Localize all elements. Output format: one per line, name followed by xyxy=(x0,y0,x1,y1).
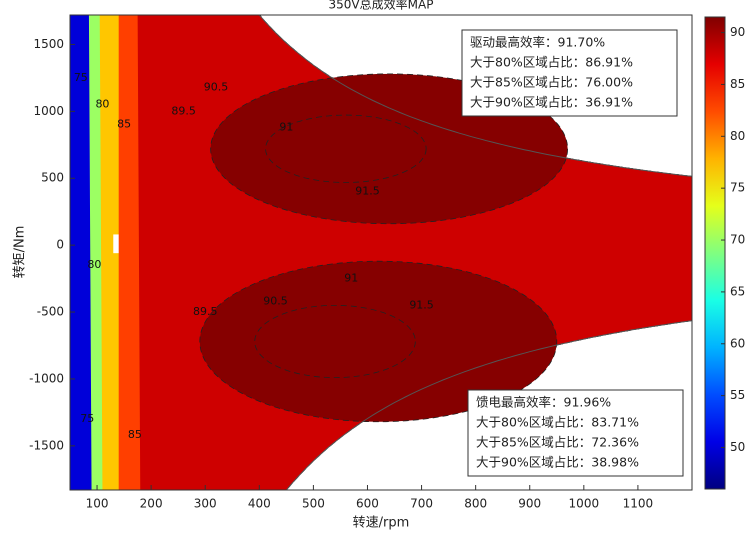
y-tick-label: 1500 xyxy=(33,37,64,51)
efficiency-zone xyxy=(199,261,557,422)
contour-label: 75 xyxy=(80,412,94,425)
envelope-line xyxy=(285,320,692,490)
contour-line xyxy=(265,114,427,183)
x-tick-label: 600 xyxy=(356,497,379,511)
contour-line xyxy=(199,260,558,423)
annotation-text: 大于90%区域占比：38.98% xyxy=(476,455,639,470)
y-tick-label: 1000 xyxy=(33,104,64,118)
contour-label: 90.5 xyxy=(204,80,229,93)
envelope-line xyxy=(258,15,692,177)
colorbar-tick-label: 70 xyxy=(730,233,745,247)
colorbar-tick-label: 55 xyxy=(730,388,745,402)
y-tick-label: -1500 xyxy=(29,438,64,452)
x-tick-label: 200 xyxy=(140,497,163,511)
contour-label: 80 xyxy=(87,258,101,271)
annotation-text: 大于90%区域占比：36.91% xyxy=(470,95,633,110)
colorbar xyxy=(704,16,726,490)
colorbar-tick-label: 60 xyxy=(730,336,745,350)
contour-label: 91.5 xyxy=(355,185,380,198)
chart-title: 350V总成效率MAP xyxy=(329,0,434,12)
contour-label: 91 xyxy=(279,120,293,133)
x-tick-label: 900 xyxy=(518,497,541,511)
contour-line xyxy=(254,304,416,379)
colorbar-tick-label: 80 xyxy=(730,129,745,143)
contour-line xyxy=(210,73,568,225)
y-tick-label: -1000 xyxy=(29,371,64,385)
annotation-text: 馈电最高效率：91.96% xyxy=(476,395,611,410)
y-axis-label: 转矩/Nm xyxy=(13,226,28,279)
annotation-text: 大于80%区域占比：83.71% xyxy=(476,415,639,430)
contour-label: 89.5 xyxy=(171,104,196,117)
contour-label: 90.5 xyxy=(263,294,288,307)
x-tick-label: 700 xyxy=(410,497,433,511)
colorbar-tick-label: 50 xyxy=(730,440,745,454)
annotation-box xyxy=(467,389,684,477)
contour-label: 91.5 xyxy=(409,298,434,311)
x-tick-label: 800 xyxy=(464,497,487,511)
x-tick-label: 300 xyxy=(194,497,217,511)
colorbar-tick-label: 65 xyxy=(730,284,745,298)
x-tick-label: 500 xyxy=(302,497,325,511)
contour-label: 85 xyxy=(128,428,142,441)
x-tick-label: 400 xyxy=(248,497,271,511)
contour-label: 85 xyxy=(117,118,131,131)
y-tick-label: -500 xyxy=(37,305,64,319)
annotation-text: 大于85%区域占比：76.00% xyxy=(470,75,633,90)
y-tick-label: 500 xyxy=(41,171,64,185)
colorbar-tick-label: 90 xyxy=(730,25,745,39)
contour-label: 91 xyxy=(344,272,358,285)
contour-label: 89.5 xyxy=(193,305,218,318)
annotation-text: 驱动最高效率：91.70% xyxy=(470,35,605,50)
x-tick-label: 1100 xyxy=(623,497,654,511)
y-tick-label: 0 xyxy=(56,238,64,252)
contour-label: 80 xyxy=(95,98,109,111)
annotation-box xyxy=(461,29,678,117)
x-axis-label: 转速/rpm xyxy=(353,516,410,531)
x-tick-label: 100 xyxy=(86,497,109,511)
x-tick-label: 1000 xyxy=(569,497,600,511)
contour-label: 75 xyxy=(74,71,88,84)
colorbar-tick-label: 85 xyxy=(730,77,745,91)
annotation-text: 大于80%区域占比：86.91% xyxy=(470,55,633,70)
colorbar-tick-label: 75 xyxy=(730,181,745,195)
plot-frame xyxy=(69,14,693,491)
annotation-text: 大于85%区域占比：72.36% xyxy=(476,435,639,450)
